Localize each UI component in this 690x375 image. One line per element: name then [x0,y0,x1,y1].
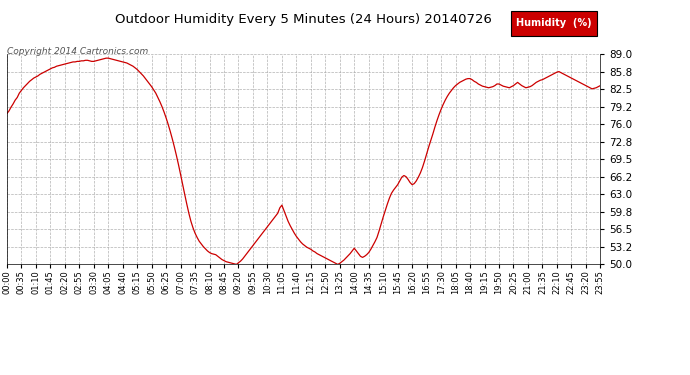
Text: Copyright 2014 Cartronics.com: Copyright 2014 Cartronics.com [7,47,148,56]
Text: Humidity  (%): Humidity (%) [516,18,591,28]
Text: Outdoor Humidity Every 5 Minutes (24 Hours) 20140726: Outdoor Humidity Every 5 Minutes (24 Hou… [115,13,492,26]
